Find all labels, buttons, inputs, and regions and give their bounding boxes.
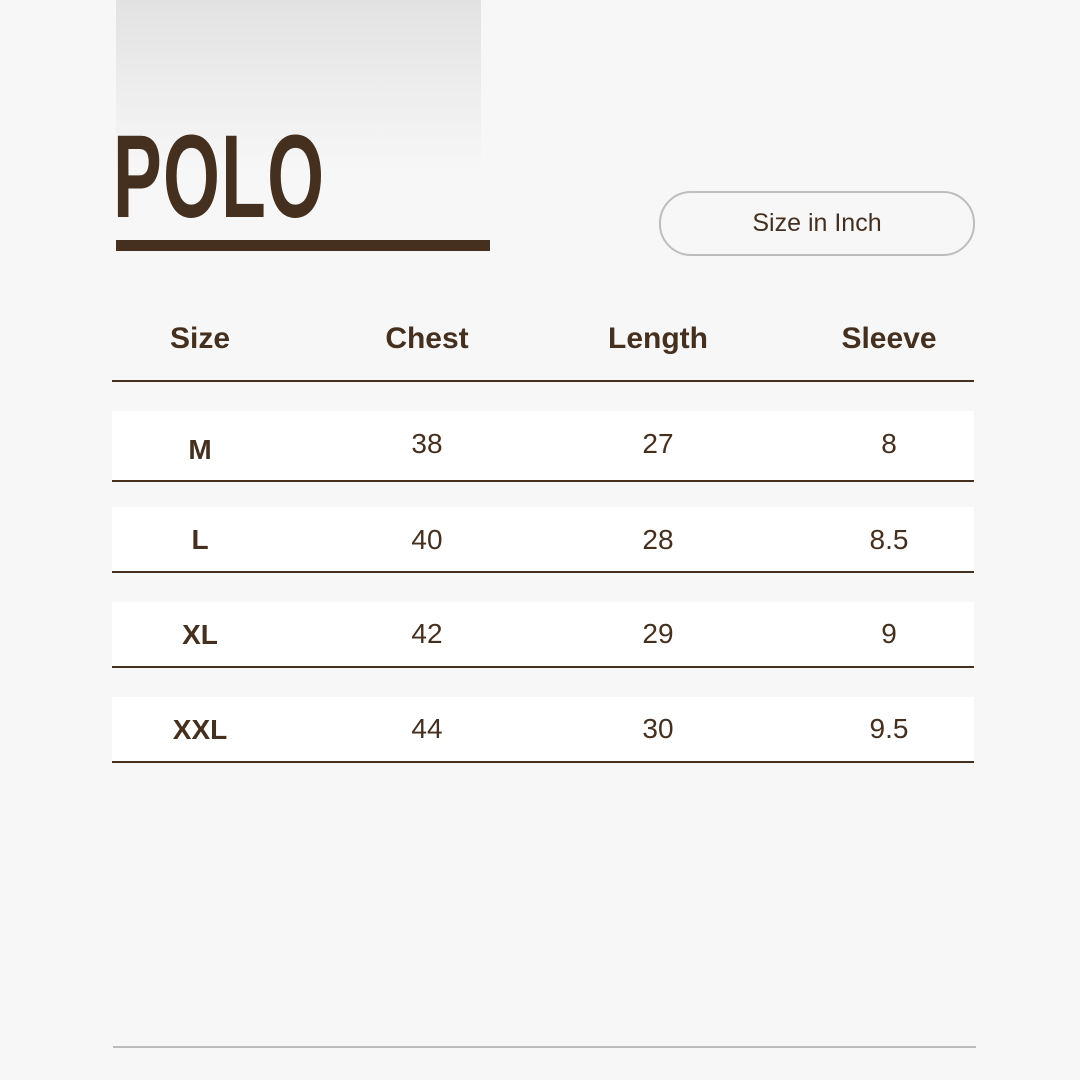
unit-badge: Size in Inch <box>659 191 975 256</box>
cell-length: 28 <box>642 524 674 555</box>
header-gradient-block <box>116 0 481 170</box>
table-header: Size Chest Length Sleeve <box>112 300 974 382</box>
cell-chest: 40 <box>411 524 443 555</box>
cell-sleeve: 9.5 <box>869 713 909 744</box>
cell-size: XL <box>182 619 218 650</box>
page-title: POLO <box>113 111 326 243</box>
cell-length: 30 <box>642 713 674 744</box>
table-row: M 38 27 8 <box>112 411 974 482</box>
cell-length: 27 <box>642 428 674 459</box>
cell-chest: 44 <box>411 713 443 744</box>
cell-sleeve: 8.5 <box>869 524 909 555</box>
title-underline <box>116 240 490 251</box>
cell-chest: 42 <box>411 618 443 649</box>
table-row: XXL 44 30 9.5 <box>112 697 974 763</box>
cell-size: XXL <box>172 714 228 745</box>
unit-label: Size in Inch <box>752 209 882 237</box>
cell-chest: 38 <box>411 428 443 459</box>
header-chest: Chest <box>385 322 469 355</box>
footer-divider <box>113 1046 976 1048</box>
table-row: L 40 28 8.5 <box>112 507 974 573</box>
table-row: XL 42 29 9 <box>112 602 974 668</box>
cell-length: 29 <box>642 618 674 649</box>
header-sleeve: Sleeve <box>841 322 937 355</box>
cell-sleeve: 8 <box>881 428 897 459</box>
cell-sleeve: 9 <box>881 618 897 649</box>
cell-size: M <box>188 434 212 465</box>
header-length: Length <box>608 322 708 355</box>
cell-size: L <box>191 524 209 555</box>
header-size: Size <box>169 322 231 355</box>
